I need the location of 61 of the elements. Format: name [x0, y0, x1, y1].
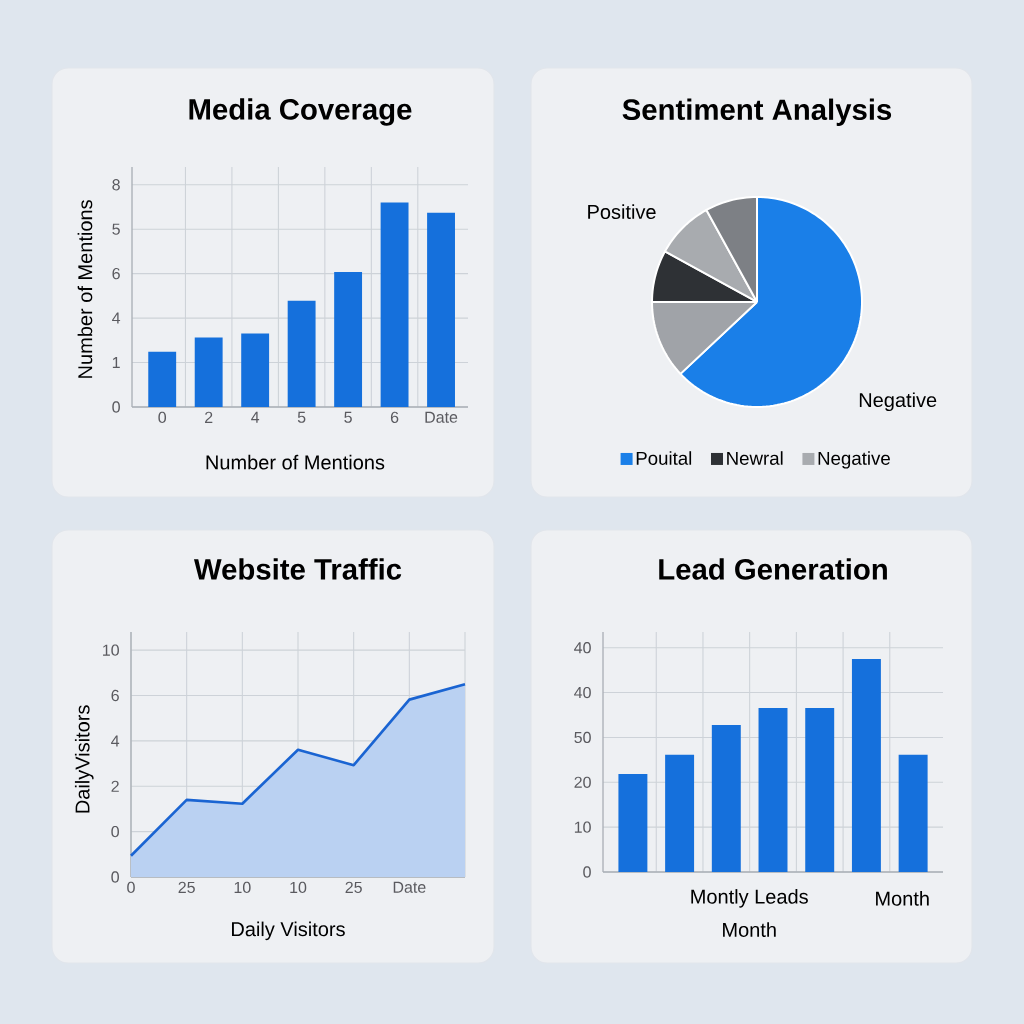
- text: 6: [111, 689, 119, 702]
- x-tick-label: 0: [127, 881, 135, 894]
- x-tick-label: 2: [205, 411, 213, 423]
- x-axis-title: Daily Visitors: [232, 921, 345, 941]
- bar: [711, 724, 741, 872]
- chart-title: Lead Generation: [659, 558, 887, 580]
- bar: [334, 272, 363, 407]
- text: Month: [876, 891, 929, 906]
- text: 0: [111, 825, 119, 838]
- bar: [665, 754, 695, 872]
- text: 0: [583, 866, 591, 878]
- legend-label: Negative: [818, 451, 890, 469]
- text: 10: [103, 644, 119, 656]
- text: 0: [112, 401, 120, 413]
- bar: [287, 300, 316, 407]
- bar: [898, 754, 928, 872]
- bar: [618, 773, 648, 872]
- y-axis-title: Number of Mentions: [77, 200, 93, 378]
- bar: [851, 658, 881, 872]
- x-tick-label: 10: [234, 881, 251, 894]
- text: 1: [112, 357, 120, 369]
- x-tick-label: 5: [297, 411, 306, 423]
- x-tick-label: Date: [393, 881, 426, 893]
- text: 8: [112, 179, 120, 191]
- text: 10: [574, 821, 591, 833]
- bar: [241, 333, 270, 407]
- bar: [758, 707, 788, 872]
- x-tick-label: 5: [344, 411, 352, 423]
- legend-label: Newral: [727, 451, 783, 465]
- chart-title: Media Coverage: [189, 98, 412, 126]
- y-axis-title: DailyVisitors: [74, 705, 94, 813]
- x-tick-label: 4: [251, 411, 260, 423]
- text: 5: [112, 223, 120, 235]
- text: 2: [111, 780, 119, 792]
- text: 4: [112, 312, 121, 324]
- bar: [427, 212, 455, 407]
- text: 0: [111, 871, 119, 883]
- text: 20: [574, 776, 591, 788]
- text: Montly Leads: [691, 889, 808, 908]
- x-tick-label: 6: [390, 411, 399, 424]
- text: 4: [111, 735, 120, 747]
- x-tick-label: 25: [345, 881, 362, 894]
- x-axis-title: Number of Mentions: [206, 454, 385, 470]
- bar: [805, 707, 835, 872]
- chart-title: Sentiment Analysis: [622, 98, 892, 126]
- x-tick-label: 10: [290, 881, 307, 894]
- x-tick-label: 0: [158, 411, 167, 424]
- x-axis-title: Month: [723, 922, 776, 937]
- chart-title: Website Traffic: [193, 558, 402, 580]
- text: 50: [574, 731, 591, 744]
- text: Positive: [588, 204, 656, 220]
- legend-label: Pouital: [636, 451, 692, 465]
- x-tick-label: 25: [178, 881, 195, 894]
- text: 40: [574, 686, 591, 699]
- text: Negative: [859, 392, 937, 412]
- bar: [194, 337, 223, 407]
- bar: [148, 351, 177, 407]
- x-tick-label: Date: [425, 411, 458, 423]
- bar: [380, 202, 409, 407]
- text: 40: [574, 642, 591, 654]
- text: 6: [112, 267, 120, 280]
